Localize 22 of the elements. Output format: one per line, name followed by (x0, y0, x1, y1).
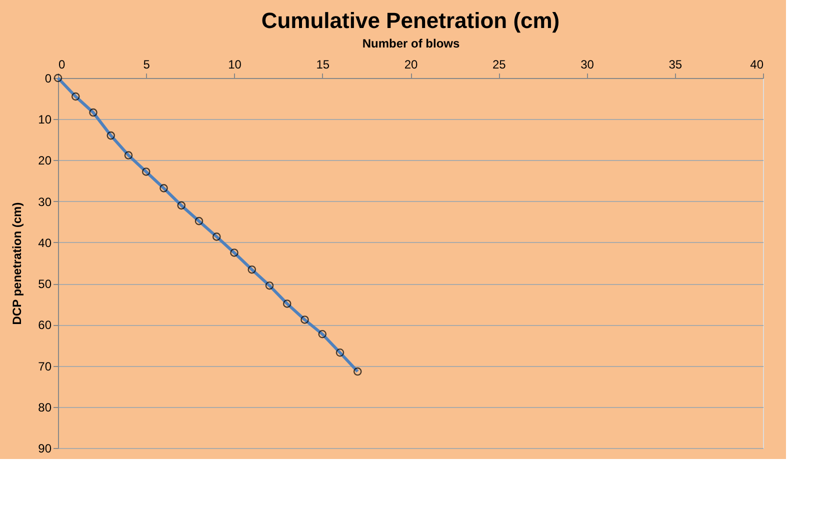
y-tick-label: 20 (38, 154, 52, 168)
x-tick-label: 30 (580, 58, 594, 72)
y-tick-label: 60 (38, 318, 52, 332)
x-tick-label: 15 (316, 58, 330, 72)
x-tick-label: 40 (750, 58, 764, 72)
y-tick-label: 30 (38, 194, 52, 209)
x-tick-label: 0 (58, 58, 66, 72)
y-tick-label: 10 (38, 112, 52, 127)
y-tick-label: 50 (38, 277, 52, 292)
x-tick-label: 35 (668, 58, 682, 72)
x-tick-label: 25 (492, 58, 506, 72)
x-tick-label: 20 (404, 58, 418, 72)
y-axis-title: DCP penetration (cm) (10, 202, 24, 325)
y-tick-label: 80 (38, 400, 52, 414)
y-tick-label: 70 (38, 359, 52, 374)
x-axis-title: Number of blows (362, 36, 460, 50)
y-tick-label: 40 (38, 236, 52, 250)
chart-title: Cumulative Penetration (cm) (261, 8, 560, 33)
x-tick-label: 10 (228, 58, 242, 72)
x-tick-label: 5 (143, 58, 150, 72)
y-tick-label: 90 (38, 442, 52, 456)
y-tick-label: 0 (44, 72, 52, 86)
